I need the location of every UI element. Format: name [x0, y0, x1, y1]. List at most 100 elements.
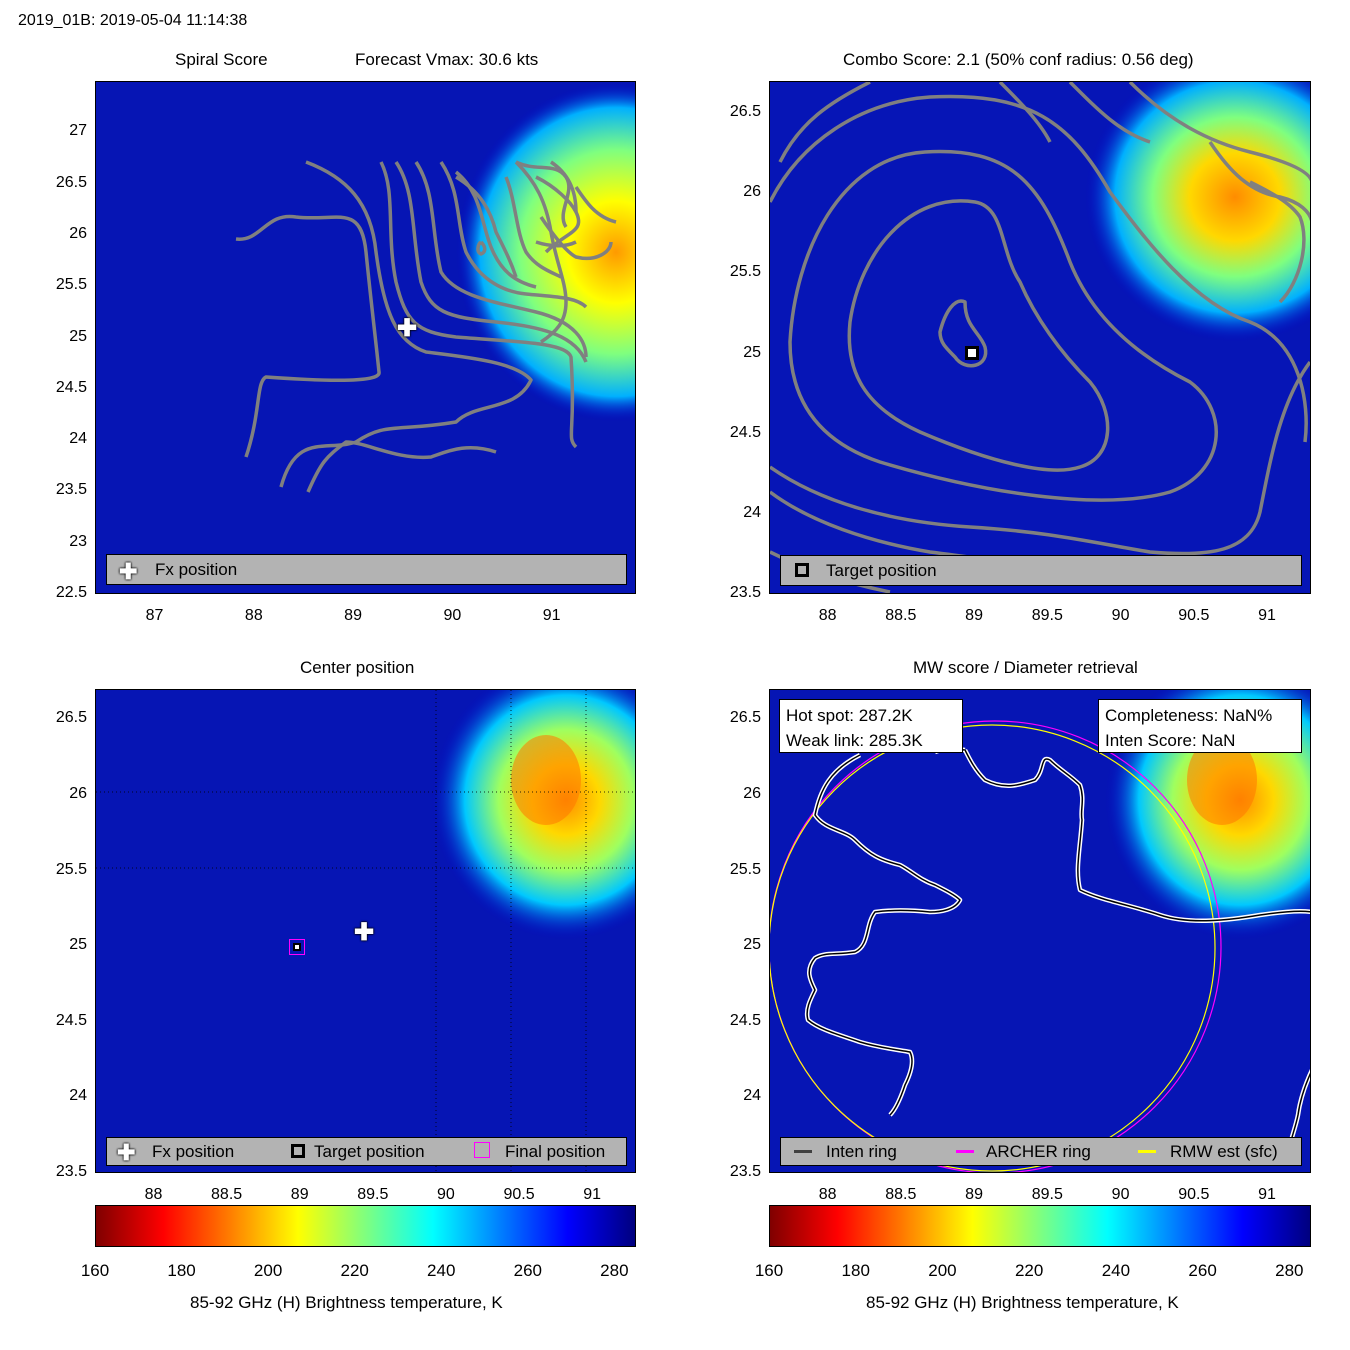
archer-ring-icon	[956, 1150, 974, 1153]
mw-score-plot: Hot spot: 287.2K Weak link: 285.3K Compl…	[769, 689, 1311, 1173]
y-tick-label: 24.5	[55, 1011, 87, 1029]
y-tick-label: 25.5	[729, 263, 761, 281]
y-tick-label: 22.5	[55, 584, 87, 601]
y-tick-label: 26	[743, 183, 761, 201]
x-tick-label: 91	[583, 1186, 602, 1203]
page-title: 2019_01B: 2019-05-04 11:14:38	[18, 12, 248, 29]
x-tick-label: 90.5	[1178, 607, 1210, 624]
y-tick-label: 26	[743, 784, 761, 802]
center-gridlines	[96, 690, 635, 1172]
x-tick-label: 90	[437, 1186, 455, 1203]
x-tick-label: 88.5	[211, 1186, 243, 1203]
rmw-ring	[770, 724, 1216, 1172]
y-tick-label: 27	[69, 122, 87, 140]
x-tick-label: 89.5	[357, 1186, 389, 1203]
y-tick-label: 25	[743, 343, 761, 361]
y-tick-label: 26	[69, 784, 87, 802]
colorbar-tick-label: 240	[1101, 1261, 1131, 1280]
y-tick-label: 23.5	[55, 481, 87, 499]
colorbar-tick-label: 180	[167, 1261, 196, 1280]
x-tick-label: 89	[965, 1186, 983, 1203]
combo-heatmap	[770, 82, 1310, 593]
x-tick-label: 89	[290, 1186, 309, 1203]
y-tick-label: 26.5	[55, 709, 87, 727]
spiral-score-plot: ✚ Fx position ✚	[95, 81, 636, 594]
final-position-marker	[289, 939, 305, 955]
x-tick-label: 88	[818, 1186, 837, 1203]
x-tick-label: 90	[1111, 1186, 1130, 1203]
colorbar-tick-label: 220	[1014, 1261, 1044, 1280]
y-tick-label: 26.5	[55, 173, 87, 191]
colorbar-tick-label: 260	[1188, 1261, 1217, 1280]
y-tick-label: 24	[69, 430, 87, 448]
x-tick-label: 87	[145, 607, 164, 624]
x-tick-label: 88	[144, 1186, 163, 1203]
colorbar-tick-label: 220	[340, 1261, 369, 1280]
fx-position-marker: ✚	[354, 919, 375, 946]
hot-spot-text: Hot spot: 287.2K	[786, 706, 913, 725]
combo-title: Combo Score: 2.1 (50% conf radius: 0.56 …	[843, 50, 1194, 69]
x-tick-label: 89.5	[1031, 1186, 1063, 1203]
colorbar-right	[769, 1205, 1311, 1247]
x-tick-label: 88	[244, 607, 263, 624]
center-heatmap	[96, 690, 635, 1172]
spiral-title: Spiral Score	[175, 50, 268, 69]
archer-ring	[770, 720, 1222, 1172]
x-tick-label: 89	[965, 607, 983, 624]
colorbar-tick-label: 280	[600, 1261, 629, 1280]
center-position-plot: ✚ ✚ Fx position Target position Final po…	[95, 689, 636, 1173]
legend-fx-label: Fx position	[152, 1142, 235, 1161]
legend-archer-label: ARCHER ring	[986, 1142, 1091, 1161]
x-tick-label: 90	[443, 607, 462, 624]
combo-score-plot: Target position	[769, 81, 1311, 594]
legend-final-label: Final position	[505, 1142, 606, 1161]
y-tick-label: 25	[69, 327, 87, 345]
x-tick-label: 91	[542, 607, 561, 624]
legend-target-label: Target position	[314, 1142, 425, 1161]
legend-inten-label: Inten ring	[826, 1142, 897, 1161]
combo-legend: Target position	[780, 555, 1302, 586]
spiral-heatmap	[96, 82, 635, 593]
y-tick-label: 25.5	[729, 860, 761, 878]
y-tick-label: 24.5	[729, 1011, 761, 1029]
colorbar-tick-label: 280	[1275, 1261, 1304, 1280]
colorbar-left-label: 85-92 GHz (H) Brightness temperature, K	[190, 1293, 503, 1312]
y-tick-label: 23.5	[55, 1163, 87, 1180]
y-tick-label: 24	[743, 1087, 761, 1105]
x-tick-label: 89	[344, 607, 362, 624]
completeness-text: Completeness: NaN%	[1105, 706, 1273, 725]
x-tick-label: 88	[818, 607, 837, 624]
fx-position-marker: ✚	[397, 315, 418, 342]
completeness-box: Completeness: NaN% Inten Score: NaN	[1098, 699, 1302, 753]
x-tick-label: 88.5	[885, 1186, 917, 1203]
colorbar-left	[95, 1205, 636, 1247]
target-position-marker	[293, 943, 301, 951]
y-tick-label: 24.5	[729, 423, 761, 441]
x-tick-label: 91	[1258, 1186, 1276, 1203]
hot-spot-box: Hot spot: 287.2K Weak link: 285.3K	[779, 699, 963, 753]
x-tick-label: 91	[1258, 607, 1276, 624]
colorbar-tick-label: 200	[253, 1261, 283, 1280]
y-tick-label: 25.5	[55, 860, 87, 878]
y-tick-label: 25	[69, 936, 87, 954]
spiral-subtitle: Forecast Vmax: 30.6 kts	[355, 50, 539, 69]
y-tick-label: 25	[743, 936, 761, 954]
x-tick-label: 90.5	[503, 1186, 535, 1203]
colorbar-tick-label: 240	[427, 1261, 456, 1280]
center-title: Center position	[300, 658, 415, 677]
y-tick-label: 24	[69, 1087, 87, 1105]
spiral-contours	[235, 160, 617, 493]
colorbar-right-label: 85-92 GHz (H) Brightness temperature, K	[866, 1293, 1179, 1312]
legend-fx-label: Fx position	[155, 560, 238, 579]
y-tick-label: 23.5	[729, 1163, 761, 1180]
y-tick-label: 26.5	[729, 103, 761, 121]
spiral-legend: ✚ Fx position	[106, 554, 627, 585]
inten-ring-icon	[794, 1150, 812, 1153]
x-tick-label: 89.5	[1031, 607, 1063, 624]
x-tick-label: 88.5	[885, 607, 917, 624]
x-tick-label: 90	[1111, 607, 1130, 624]
y-tick-label: 24.5	[55, 378, 87, 396]
fx-position-icon: ✚	[117, 1140, 136, 1165]
y-tick-label: 24	[743, 503, 761, 521]
colorbar-tick-label: 200	[928, 1261, 957, 1280]
